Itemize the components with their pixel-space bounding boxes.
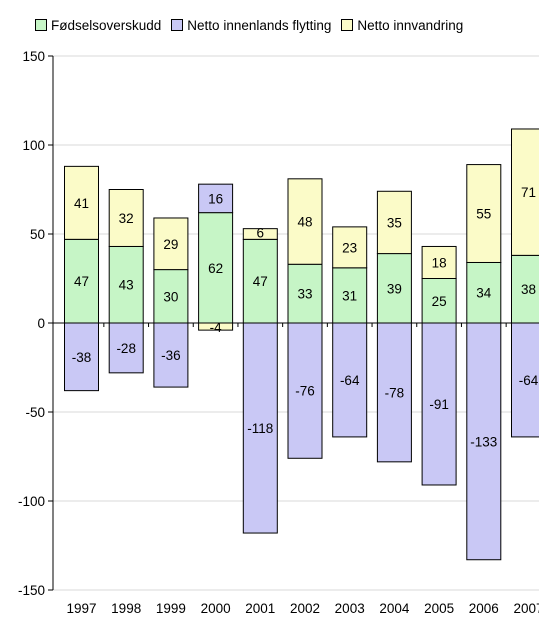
data-label: 33 bbox=[297, 287, 312, 302]
x-tick-label: 1998 bbox=[111, 601, 141, 616]
legend-label-innenlands: Netto innenlands flytting bbox=[187, 17, 332, 33]
y-tick-label: 150 bbox=[22, 49, 45, 64]
data-label: 30 bbox=[163, 289, 178, 304]
data-label: -64 bbox=[519, 373, 539, 388]
data-label: 16 bbox=[208, 191, 223, 206]
bar-segment bbox=[287, 178, 323, 265]
y-tick-label: 50 bbox=[30, 227, 45, 242]
bar-segment bbox=[198, 212, 234, 324]
data-label: -78 bbox=[385, 385, 405, 400]
data-label: -36 bbox=[161, 348, 181, 363]
x-tick-label: 1997 bbox=[66, 601, 96, 616]
data-label: 71 bbox=[521, 185, 536, 200]
bar-segment bbox=[376, 190, 412, 255]
bar-segment bbox=[421, 322, 457, 486]
data-label: 34 bbox=[476, 286, 492, 301]
bar-segment bbox=[421, 278, 457, 324]
data-label: 38 bbox=[521, 282, 536, 297]
bar-segment bbox=[242, 322, 278, 534]
bar-segment bbox=[64, 165, 99, 240]
data-label: 47 bbox=[253, 274, 268, 289]
x-tick-label: 2006 bbox=[469, 601, 499, 616]
x-tick-label: 1999 bbox=[156, 601, 186, 616]
x-tick-label: 2004 bbox=[379, 601, 410, 616]
data-label: 25 bbox=[432, 294, 447, 309]
data-label: 35 bbox=[387, 215, 402, 230]
bar-segment bbox=[108, 322, 144, 374]
legend: Fødselsoverskudd Netto innenlands flytti… bbox=[35, 15, 463, 35]
data-label: 47 bbox=[74, 274, 89, 289]
data-label: 48 bbox=[297, 215, 312, 230]
x-tick-label: 2002 bbox=[290, 601, 320, 616]
data-label: 6 bbox=[257, 226, 265, 241]
legend-label-fodselsoverskudd: Fødselsoverskudd bbox=[51, 17, 162, 33]
data-label: 29 bbox=[163, 237, 178, 252]
x-tick-label: 2005 bbox=[424, 601, 454, 616]
bar-segment bbox=[198, 183, 234, 214]
x-tick-label: 2007 bbox=[513, 601, 539, 616]
data-label: 41 bbox=[74, 196, 89, 211]
data-label: -91 bbox=[429, 397, 449, 412]
legend-swatch-innenlands bbox=[171, 19, 184, 31]
bar-segment bbox=[108, 189, 144, 247]
bar-segment bbox=[242, 228, 278, 240]
data-label: -28 bbox=[116, 341, 136, 356]
bar-segment bbox=[64, 322, 99, 392]
data-label: -38 bbox=[72, 350, 92, 365]
data-label: 62 bbox=[208, 261, 223, 276]
bar-segment bbox=[511, 322, 539, 438]
data-label: -4 bbox=[210, 320, 222, 335]
bar-segment bbox=[153, 322, 189, 388]
y-tick-label: -50 bbox=[25, 405, 45, 420]
data-label: 31 bbox=[342, 288, 357, 303]
data-label: 32 bbox=[119, 211, 134, 226]
data-label: -133 bbox=[470, 434, 497, 449]
data-label: 55 bbox=[476, 207, 491, 222]
bar-segment bbox=[511, 128, 539, 256]
data-label: -76 bbox=[295, 384, 315, 399]
bar-segment bbox=[376, 322, 412, 463]
data-label: 18 bbox=[432, 255, 447, 270]
x-tick-label: 2003 bbox=[335, 601, 365, 616]
legend-swatch-fodselsoverskudd bbox=[35, 19, 47, 31]
legend-item-innenlands: Netto innenlands flytting bbox=[171, 18, 331, 33]
bar-segment bbox=[153, 269, 189, 324]
legend-item-innvandring: Netto innvandring bbox=[341, 18, 463, 33]
bar-segment bbox=[153, 217, 189, 271]
bar-segment bbox=[421, 245, 457, 280]
data-label: 23 bbox=[342, 240, 357, 255]
y-tick-label: 0 bbox=[37, 316, 45, 331]
x-tick-label: 2000 bbox=[201, 601, 231, 616]
data-label: 39 bbox=[387, 281, 402, 296]
bar-segment bbox=[466, 164, 502, 263]
data-label: -64 bbox=[340, 373, 360, 388]
bar-segment bbox=[242, 238, 278, 324]
bar-segment bbox=[64, 238, 99, 324]
y-tick-label: 100 bbox=[22, 138, 45, 153]
x-tick-label: 2001 bbox=[245, 601, 275, 616]
legend-item-fodselsoverskudd: Fødselsoverskudd bbox=[35, 18, 161, 33]
legend-label-innvandring: Netto innvandring bbox=[357, 17, 464, 33]
data-label: 43 bbox=[119, 278, 134, 293]
bar-segment bbox=[287, 322, 323, 459]
bar-segment bbox=[332, 226, 368, 269]
y-tick-label: -100 bbox=[18, 494, 45, 509]
bar-segment bbox=[376, 253, 412, 324]
data-label: -118 bbox=[247, 421, 273, 436]
y-tick-label: -150 bbox=[18, 583, 45, 598]
legend-swatch-innvandring bbox=[341, 19, 354, 31]
